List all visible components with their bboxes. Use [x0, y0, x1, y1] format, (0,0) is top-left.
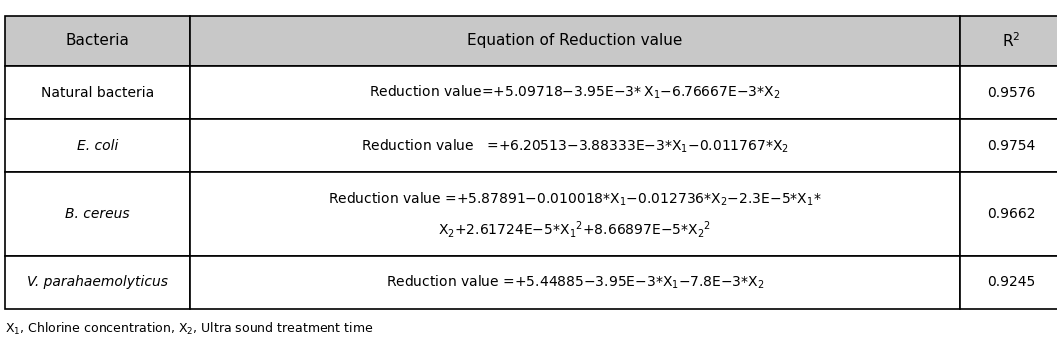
Text: 0.9754: 0.9754 — [987, 139, 1035, 153]
Bar — [960, 256, 1057, 309]
Text: B. cereus: B. cereus — [66, 207, 130, 221]
Bar — [960, 119, 1057, 172]
Bar — [190, 66, 960, 119]
Text: X$_1$, Chlorine concentration, X$_2$, Ultra sound treatment time: X$_1$, Chlorine concentration, X$_2$, Ul… — [5, 321, 374, 337]
Bar — [5, 256, 190, 309]
Text: Reduction value =+5.87891−0.010018*X$_1$$-$0.012736*X$_2$$-$2.3E−5*X$_1$*: Reduction value =+5.87891−0.010018*X$_1$… — [329, 191, 821, 208]
Bar — [5, 16, 190, 66]
Bar — [190, 172, 960, 256]
Text: 0.9576: 0.9576 — [987, 86, 1035, 100]
Text: Reduction value =+5.44885−3.95E−3*X$_1$$-$7.8E−3*X$_2$: Reduction value =+5.44885−3.95E−3*X$_1$$… — [386, 274, 764, 291]
Bar — [960, 16, 1057, 66]
Text: Equation of Reduction value: Equation of Reduction value — [467, 34, 683, 49]
Bar — [5, 172, 190, 256]
Bar — [190, 256, 960, 309]
Bar — [960, 172, 1057, 256]
Bar — [5, 66, 190, 119]
Text: Bacteria: Bacteria — [66, 34, 130, 49]
Text: Natural bacteria: Natural bacteria — [41, 86, 154, 100]
Text: Reduction value   =+6.20513−3.88333E−3*X$_1$$-$0.011767*X$_2$: Reduction value =+6.20513−3.88333E−3*X$_… — [361, 137, 789, 155]
Text: X$_2$+2.61724E−5*X$_1$$^2$+8.66897E−5*X$_2$$^2$: X$_2$+2.61724E−5*X$_1$$^2$+8.66897E−5*X$… — [439, 218, 711, 240]
Bar — [190, 16, 960, 66]
Bar — [5, 119, 190, 172]
Bar — [190, 119, 960, 172]
Text: V. parahaemolyticus: V. parahaemolyticus — [27, 275, 168, 289]
Text: E. coli: E. coli — [77, 139, 118, 153]
Text: 0.9662: 0.9662 — [987, 207, 1035, 221]
Text: 0.9245: 0.9245 — [987, 275, 1035, 289]
Bar — [960, 66, 1057, 119]
Text: R$^2$: R$^2$ — [1002, 32, 1020, 50]
Text: Reduction value=+5.09718−3.95E−3* X$_1$$-$6.76667E−3*X$_2$: Reduction value=+5.09718−3.95E−3* X$_1$$… — [369, 84, 781, 102]
